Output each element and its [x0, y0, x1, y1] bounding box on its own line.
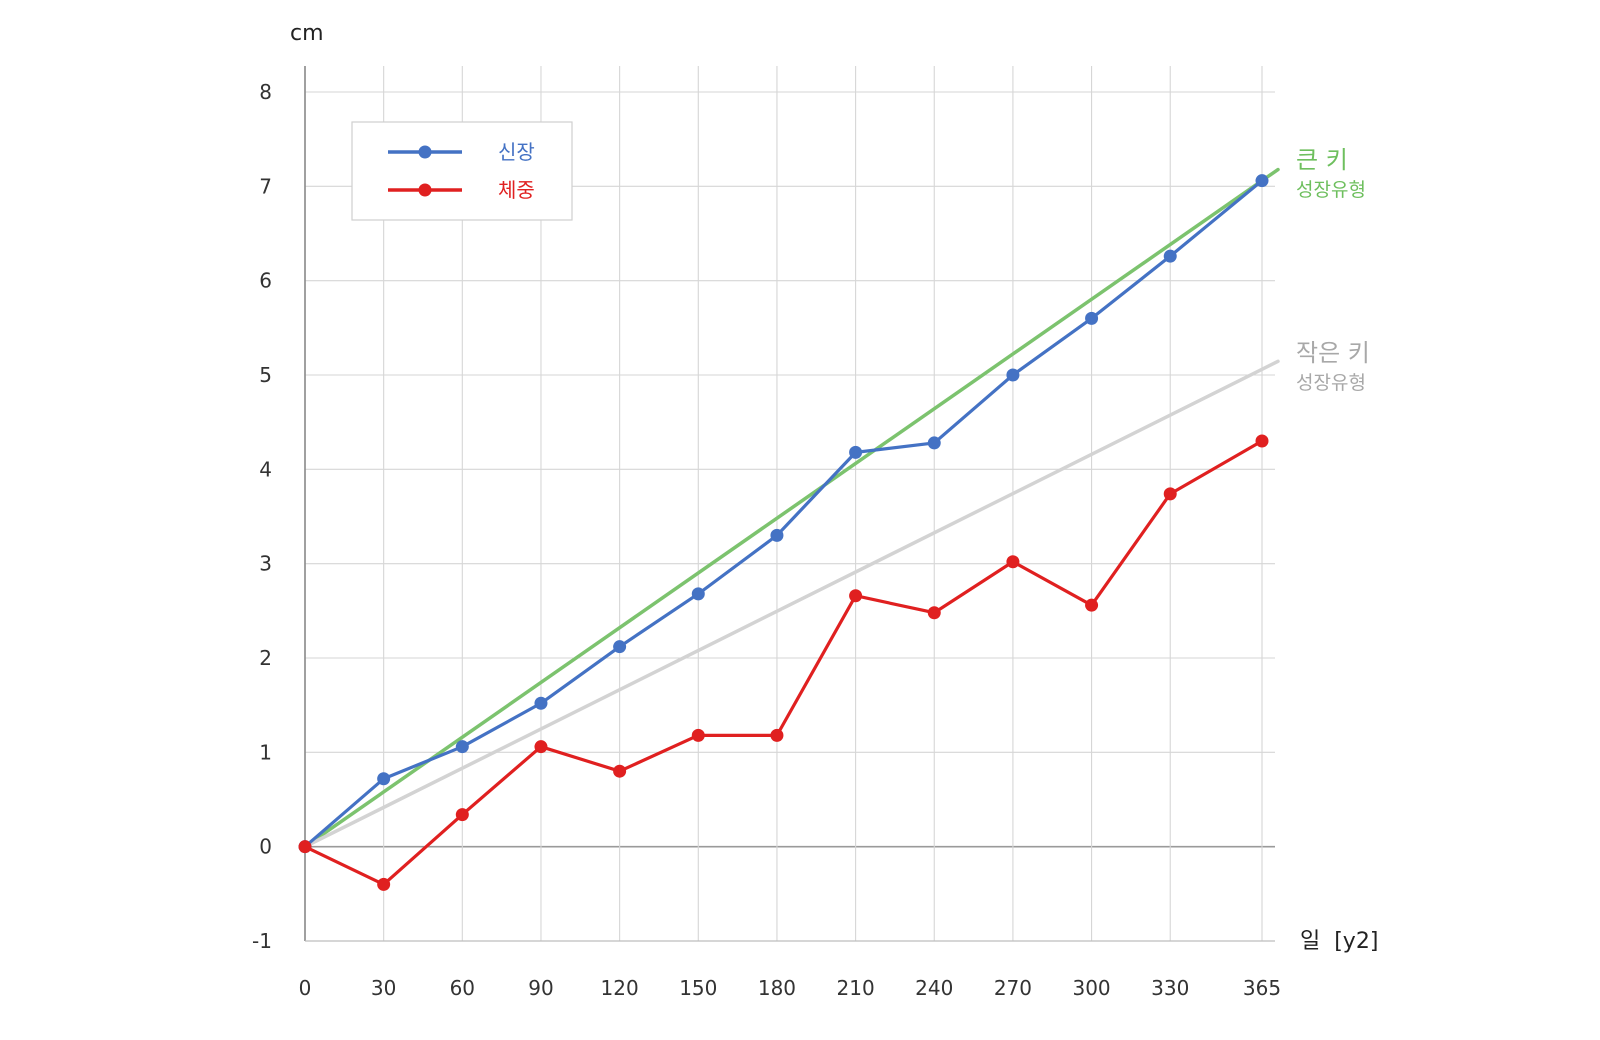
- reference-label-short: 작은 키 성장유형: [1296, 339, 1370, 394]
- data-point: [1085, 598, 1099, 612]
- x-tick-label: 120: [601, 976, 639, 1000]
- x-tick-label: 330: [1151, 976, 1189, 1000]
- data-point: [377, 772, 391, 786]
- reference-line: [303, 359, 1280, 849]
- tick-labels: -1 0 1 2 3 4 5 6 7 8 0 30 60 90 120 150 180 210 240 270 300 3…: [252, 80, 1281, 1000]
- y-tick-label: 5: [259, 363, 272, 387]
- reference-label-short-main: 작은 키: [1296, 339, 1370, 367]
- data-point: [691, 587, 705, 601]
- x-tick-label: 60: [450, 976, 475, 1000]
- data-point: [770, 728, 784, 742]
- axes: [304, 66, 1275, 942]
- data-point: [1255, 434, 1269, 448]
- x-tick-label: 30: [371, 976, 396, 1000]
- data-point: [1006, 368, 1020, 382]
- data-point: [1085, 311, 1099, 325]
- reference-label-tall-sub: 성장유형: [1296, 179, 1366, 201]
- data-point: [770, 528, 784, 542]
- data-point: [455, 808, 469, 822]
- legend: 신장 체중: [351, 121, 573, 221]
- data-point: [1255, 174, 1269, 188]
- reference-lines: [303, 167, 1280, 849]
- x-tick-label: 90: [528, 976, 553, 1000]
- x-tick-label: 240: [915, 976, 953, 1000]
- x-tick-label: 180: [758, 976, 796, 1000]
- legend-box: [351, 121, 573, 221]
- data-point: [691, 728, 705, 742]
- data-point: [1006, 555, 1020, 569]
- y-tick-label: 3: [259, 552, 272, 576]
- data-point: [613, 640, 627, 654]
- x-tick-label: 0: [299, 976, 312, 1000]
- legend-marker-weight: [418, 183, 432, 197]
- series-1: [298, 434, 1269, 891]
- y-tick-label: 0: [259, 835, 272, 859]
- y-tick-label: -1: [252, 929, 272, 953]
- legend-label-height: 신장: [498, 140, 535, 164]
- x-tick-label: 150: [679, 976, 717, 1000]
- x-tick-label: 210: [837, 976, 875, 1000]
- data-point: [849, 589, 863, 603]
- reference-label-short-sub: 성장유형: [1296, 372, 1366, 394]
- y-tick-label: 6: [259, 269, 272, 293]
- data-point: [534, 740, 548, 754]
- data-point: [534, 696, 548, 710]
- x-unit-label: 일 [y2]: [1300, 929, 1378, 954]
- y-tick-label: 1: [259, 740, 272, 764]
- y-tick-label: 8: [259, 80, 272, 104]
- y-unit-label: cm: [290, 21, 324, 46]
- data-point: [1163, 487, 1177, 501]
- legend-marker-height: [418, 145, 432, 159]
- data-point: [377, 877, 391, 891]
- data-point: [1163, 249, 1177, 263]
- reference-label-tall-main: 큰 키: [1296, 146, 1348, 174]
- data-point: [613, 764, 627, 778]
- data-point: [927, 436, 941, 450]
- series-line: [304, 439, 1263, 887]
- data-point: [298, 840, 312, 854]
- x-tick-label: 300: [1072, 976, 1110, 1000]
- y-tick-label: 4: [259, 457, 272, 481]
- series-0: [298, 174, 1269, 854]
- y-tick-label: 2: [259, 646, 272, 670]
- x-tick-label: 365: [1243, 976, 1281, 1000]
- legend-label-weight: 체중: [498, 178, 535, 202]
- x-tick-label: 270: [994, 976, 1032, 1000]
- y-tick-label: 7: [259, 174, 272, 198]
- data-point: [927, 606, 941, 620]
- reference-line: [303, 167, 1280, 849]
- data-point: [849, 445, 863, 459]
- reference-label-tall: 큰 키 성장유형: [1296, 146, 1366, 201]
- series-group: [298, 174, 1269, 891]
- data-point: [455, 740, 469, 754]
